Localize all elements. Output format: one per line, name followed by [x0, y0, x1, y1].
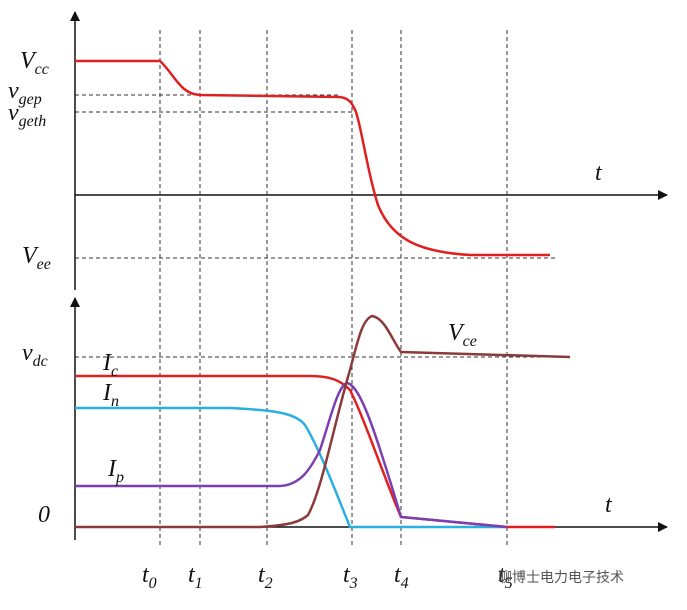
vdc-label: vdc: [22, 340, 48, 370]
in-curve: [75, 406, 507, 529]
subscript: n: [111, 393, 119, 410]
symbol: v: [22, 340, 33, 366]
time-label: t2: [258, 562, 273, 592]
time-label: t1: [188, 562, 203, 592]
time-label: t3: [343, 562, 358, 592]
time-label: t0: [142, 562, 157, 592]
time-label: t4: [394, 562, 409, 592]
watermark: 聊博士电力电子技术: [498, 569, 624, 586]
subscript: ee: [37, 256, 51, 273]
t-axis-label: t: [595, 160, 603, 186]
vge-curve: [75, 59, 550, 257]
subscript: c: [111, 363, 118, 380]
subscript: 2: [265, 575, 273, 592]
symbol: v: [8, 78, 19, 104]
ic-label: Ic: [102, 350, 118, 380]
subscript: p: [115, 469, 124, 486]
symbol: t: [142, 562, 150, 588]
symbol: t: [343, 562, 351, 588]
vgeth-label: vgeth: [8, 100, 46, 130]
symbol: t: [394, 562, 402, 588]
vcc-label: Vcc: [20, 48, 49, 78]
subscript: 3: [349, 575, 358, 592]
subscript: gep: [19, 91, 42, 108]
ip-label: Ip: [107, 456, 124, 486]
time-guides: [75, 30, 570, 548]
symbol: v: [8, 100, 19, 126]
subscript: 0: [149, 575, 157, 592]
subscript: 5: [505, 575, 513, 592]
symbol: t: [188, 562, 196, 588]
subscript: ce: [463, 333, 477, 350]
axes: [70, 11, 668, 540]
subscript: cc: [35, 61, 49, 78]
symbol: I: [102, 380, 112, 406]
vce-curve: [75, 314, 571, 529]
symbol: 0: [38, 502, 50, 528]
subscript: dc: [33, 353, 48, 370]
in-label: In: [102, 380, 119, 410]
subscript: 1: [195, 575, 203, 592]
symbol: V: [448, 320, 465, 346]
ip-curve: [75, 381, 508, 529]
symbol: I: [102, 350, 112, 376]
symbol: V: [20, 48, 37, 74]
symbol: V: [22, 243, 39, 269]
symbol: t: [258, 562, 266, 588]
zero-label: 0: [38, 502, 50, 528]
subscript: geth: [19, 113, 47, 130]
symbol: t: [498, 562, 506, 588]
t-axis-label: t: [605, 492, 613, 518]
labels: Vcc vgep vgeth Vee t vdc 0 Ic In Ip Vce …: [8, 48, 624, 592]
vce-label: Vce: [448, 320, 477, 350]
vgep-label: vgep: [8, 78, 42, 108]
ic-curve: [75, 374, 555, 529]
vee-label: Vee: [22, 243, 51, 273]
symbol: I: [107, 456, 117, 482]
subscript: 4: [401, 575, 409, 592]
time-label: t5: [498, 562, 513, 592]
